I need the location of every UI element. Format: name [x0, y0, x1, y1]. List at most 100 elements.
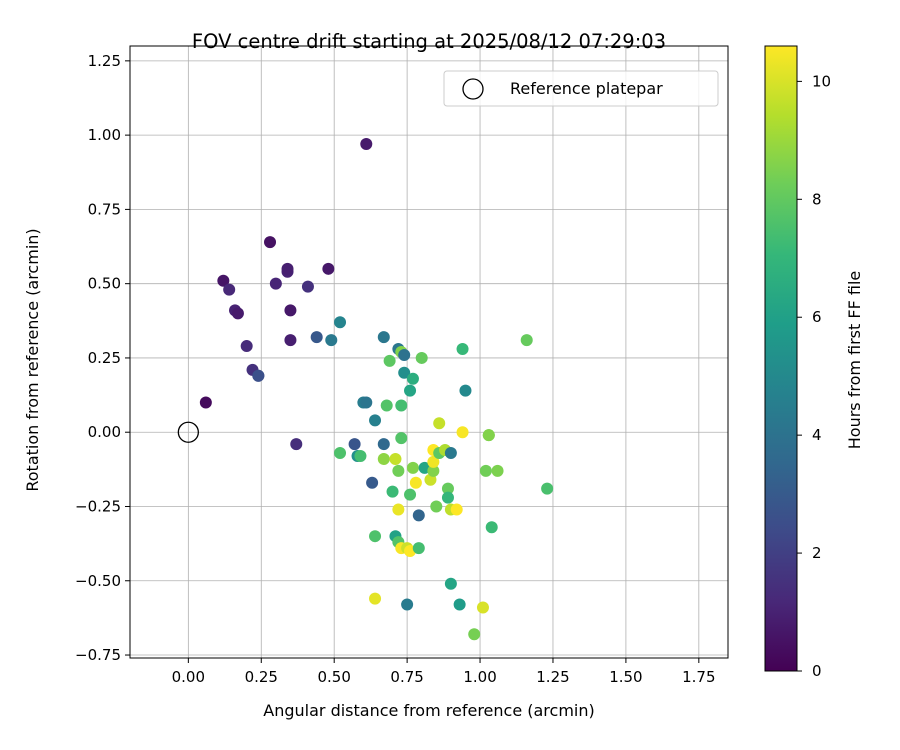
data-point: [240, 340, 253, 353]
data-point: [310, 331, 323, 344]
x-tick-label: 1.25: [536, 668, 569, 686]
colorbar-tick-label: 4: [812, 426, 822, 444]
data-point: [404, 488, 417, 501]
data-point: [482, 429, 495, 442]
x-axis-label: Angular distance from reference (arcmin): [263, 701, 594, 720]
colorbar-tick-label: 10: [812, 72, 831, 90]
legend-label: Reference platepar: [510, 79, 663, 98]
data-point: [284, 334, 297, 347]
legend-box: [443, 70, 719, 107]
data-point: [415, 351, 428, 364]
data-point: [369, 592, 382, 605]
data-point: [325, 334, 338, 347]
data-point: [450, 503, 463, 516]
data-point: [409, 476, 422, 489]
data-points: [177, 138, 554, 641]
data-point: [441, 491, 454, 504]
y-tick-label: −0.75: [75, 646, 121, 664]
data-point: [348, 438, 361, 451]
colorbar-tick-label: 0: [812, 662, 822, 680]
x-tick-label: 0.75: [390, 668, 423, 686]
data-point: [360, 396, 373, 409]
data-point: [290, 438, 303, 451]
data-point: [377, 452, 390, 465]
data-point: [427, 464, 440, 477]
y-tick-label: −0.25: [75, 497, 121, 515]
data-point: [401, 598, 414, 611]
data-point: [476, 601, 489, 614]
data-point: [479, 464, 492, 477]
data-point: [395, 432, 408, 445]
data-point: [383, 354, 396, 367]
data-point: [456, 426, 469, 439]
colorbar: [764, 45, 798, 672]
x-tick-label: 1.75: [682, 668, 715, 686]
reference-point: [177, 421, 199, 443]
data-point: [369, 414, 382, 427]
data-point: [412, 509, 425, 522]
x-tick-label: 0.25: [245, 668, 278, 686]
data-point: [459, 384, 472, 397]
data-point: [412, 542, 425, 555]
data-point: [231, 307, 244, 320]
data-point: [468, 628, 481, 641]
data-point: [360, 138, 373, 151]
data-point: [252, 369, 265, 382]
data-point: [354, 449, 367, 462]
x-tick-label: 1.00: [463, 668, 496, 686]
data-point: [386, 485, 399, 498]
y-tick-label: 1.25: [88, 52, 121, 70]
data-point: [377, 331, 390, 344]
data-point: [398, 366, 411, 379]
data-point: [380, 399, 393, 412]
data-point: [404, 384, 417, 397]
data-point: [269, 277, 282, 290]
data-point: [491, 464, 504, 477]
colorbar-tick-label: 6: [812, 308, 822, 326]
data-point: [264, 236, 277, 249]
y-tick-label: 0.00: [88, 423, 121, 441]
data-point: [281, 262, 294, 275]
data-point: [406, 461, 419, 474]
x-tick-label: 0.50: [317, 668, 350, 686]
data-point: [284, 304, 297, 317]
plot-frame: [129, 45, 729, 659]
data-point: [433, 417, 446, 430]
x-tick-label: 1.50: [609, 668, 642, 686]
data-point: [322, 262, 335, 275]
data-point: [389, 452, 402, 465]
y-tick-label: 0.50: [88, 275, 121, 293]
y-axis-ticks: −0.75 −0.50 −0.25 0.00 0.25 0.50 0.75 1.00 1.25: [75, 52, 130, 664]
data-point: [456, 343, 469, 356]
colorbar-ticks: 0 2 4 6 8 10: [797, 72, 831, 680]
legend-marker: [462, 78, 484, 100]
data-point: [223, 283, 236, 296]
data-point: [406, 372, 419, 385]
y-axis-label: Rotation from reference (arcmin): [23, 228, 42, 491]
data-point: [453, 598, 466, 611]
data-point: [395, 399, 408, 412]
colorbar-tick-label: 8: [812, 190, 822, 208]
data-point: [444, 577, 457, 590]
data-point: [541, 482, 554, 495]
data-point: [301, 280, 314, 293]
y-tick-label: 0.25: [88, 349, 121, 367]
colorbar-tick-label: 2: [812, 544, 822, 562]
y-tick-label: 0.75: [88, 200, 121, 218]
data-point: [392, 464, 405, 477]
data-point: [199, 396, 212, 409]
data-point: [217, 274, 230, 287]
data-point: [441, 482, 454, 495]
data-point: [392, 503, 405, 516]
data-point: [334, 316, 347, 329]
data-point: [520, 334, 533, 347]
data-point: [377, 438, 390, 451]
data-point: [334, 447, 347, 460]
colorbar-label: Hours from first FF file: [845, 271, 864, 450]
data-point: [398, 348, 411, 361]
grid: [130, 46, 728, 658]
y-tick-label: −0.50: [75, 572, 121, 590]
data-point: [366, 476, 379, 489]
data-point: [430, 500, 443, 513]
